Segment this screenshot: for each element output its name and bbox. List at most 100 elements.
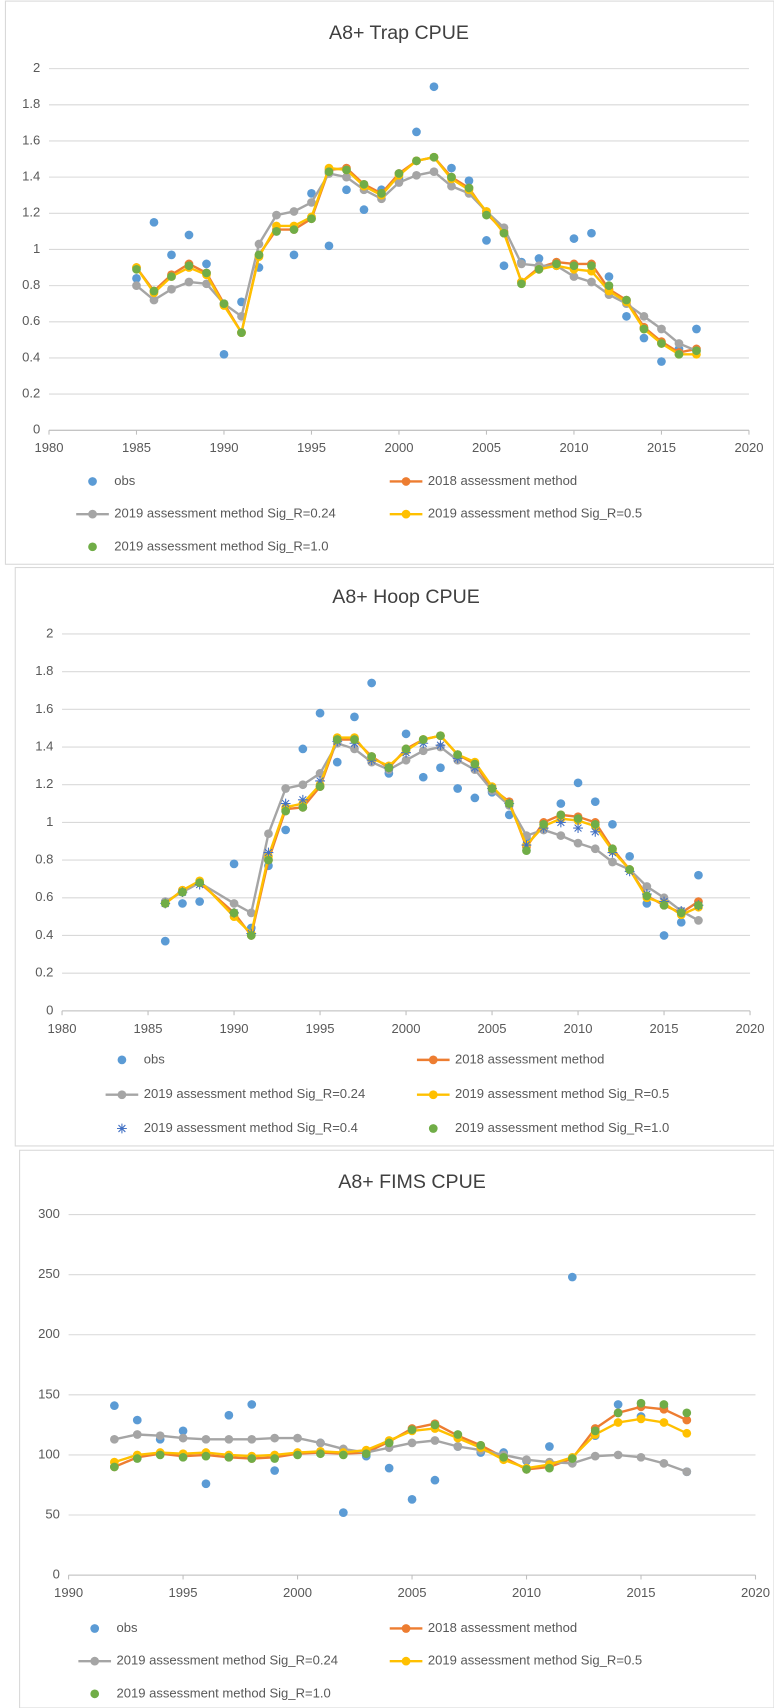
data-point (470, 793, 480, 803)
x-tick-label: 2000 (283, 1585, 312, 1600)
legend-label: 2019 assessment method Sig_R=0.5 (428, 506, 642, 521)
data-point (160, 899, 170, 908)
data-point (622, 311, 631, 321)
data-point (482, 236, 491, 245)
data-point (315, 708, 325, 718)
data-point (430, 1436, 440, 1445)
x-tick-label: 2005 (478, 1021, 507, 1036)
data-point (338, 1450, 348, 1460)
data-point (270, 1466, 280, 1475)
y-tick-label: 1.6 (35, 701, 53, 716)
data-point (289, 250, 299, 260)
x-tick-label: 2010 (512, 1585, 541, 1600)
data-point (307, 214, 316, 224)
data-point (384, 1438, 394, 1448)
data-point (430, 1475, 440, 1485)
data-point (429, 82, 439, 92)
y-tick-label: 150 (38, 1386, 60, 1401)
legend-label: 2019 assessment method Sig_R=0.5 (455, 1086, 669, 1101)
y-tick-label: 2 (33, 60, 40, 75)
y-tick-label: 0.2 (35, 965, 53, 980)
data-point (155, 1431, 165, 1441)
data-point (184, 230, 194, 240)
data-point (587, 261, 596, 271)
data-point (608, 844, 617, 854)
y-tick-label: 0.8 (22, 277, 40, 292)
data-point (436, 731, 445, 741)
data-point (178, 1433, 188, 1443)
data-point (639, 324, 649, 334)
x-tick-label: 1985 (134, 1021, 163, 1036)
legend-marker (428, 1055, 438, 1065)
x-tick-label: 1990 (209, 440, 238, 455)
data-point (608, 819, 617, 829)
data-point (367, 678, 377, 688)
data-point (659, 1400, 669, 1409)
data-point (674, 339, 684, 348)
legend-marker (88, 477, 97, 486)
data-point (178, 1452, 188, 1462)
legend-marker (117, 1055, 127, 1065)
data-point (569, 234, 579, 243)
data-point (659, 931, 669, 940)
data-point (659, 900, 669, 910)
data-point (556, 799, 566, 808)
data-point (657, 324, 666, 334)
x-tick-label: 2000 (392, 1021, 421, 1036)
data-point (504, 810, 514, 820)
data-point (657, 339, 666, 348)
y-tick-label: 1.2 (22, 205, 40, 220)
data-point (573, 823, 583, 833)
data-point (316, 1449, 325, 1459)
y-tick-label: 1 (33, 241, 40, 256)
data-point (219, 299, 229, 309)
data-point (567, 1454, 577, 1463)
data-point (453, 784, 463, 793)
data-point (499, 261, 509, 271)
data-point (534, 264, 544, 274)
data-point (155, 1450, 165, 1460)
data-point (289, 225, 299, 234)
data-point (657, 357, 666, 366)
x-tick-label: 2010 (559, 440, 588, 455)
data-point (246, 908, 256, 918)
data-point (694, 916, 703, 925)
data-point (167, 272, 176, 281)
legend-marker (90, 1656, 100, 1666)
data-point (636, 1398, 646, 1408)
data-point (264, 829, 273, 839)
data-point (247, 1400, 257, 1409)
data-point (270, 1433, 280, 1443)
data-point (342, 172, 351, 182)
y-tick-label: 0.6 (22, 313, 40, 328)
data-point (453, 1430, 463, 1439)
data-point (545, 1442, 554, 1451)
data-point (315, 782, 325, 791)
data-point (569, 272, 579, 281)
data-point (659, 1418, 669, 1427)
data-point (604, 272, 614, 281)
legend-label: 2018 assessment method (455, 1051, 604, 1066)
data-point (625, 851, 635, 861)
x-tick-label: 1990 (220, 1021, 249, 1036)
data-point (499, 1452, 508, 1462)
data-point (552, 259, 561, 269)
data-point (573, 838, 583, 848)
legend-marker (90, 1624, 100, 1633)
data-point (332, 757, 342, 767)
data-point (487, 784, 497, 793)
data-point (556, 810, 566, 820)
data-point (110, 1434, 119, 1444)
data-point (556, 831, 566, 840)
data-point (229, 908, 239, 918)
data-point (195, 897, 205, 906)
data-point (297, 794, 308, 805)
data-point (324, 241, 334, 251)
data-point (682, 1408, 692, 1418)
data-point (229, 859, 239, 869)
data-point (639, 311, 649, 321)
data-point (167, 284, 176, 294)
data-point (281, 806, 291, 816)
data-point (555, 817, 566, 828)
data-point (430, 1420, 440, 1430)
